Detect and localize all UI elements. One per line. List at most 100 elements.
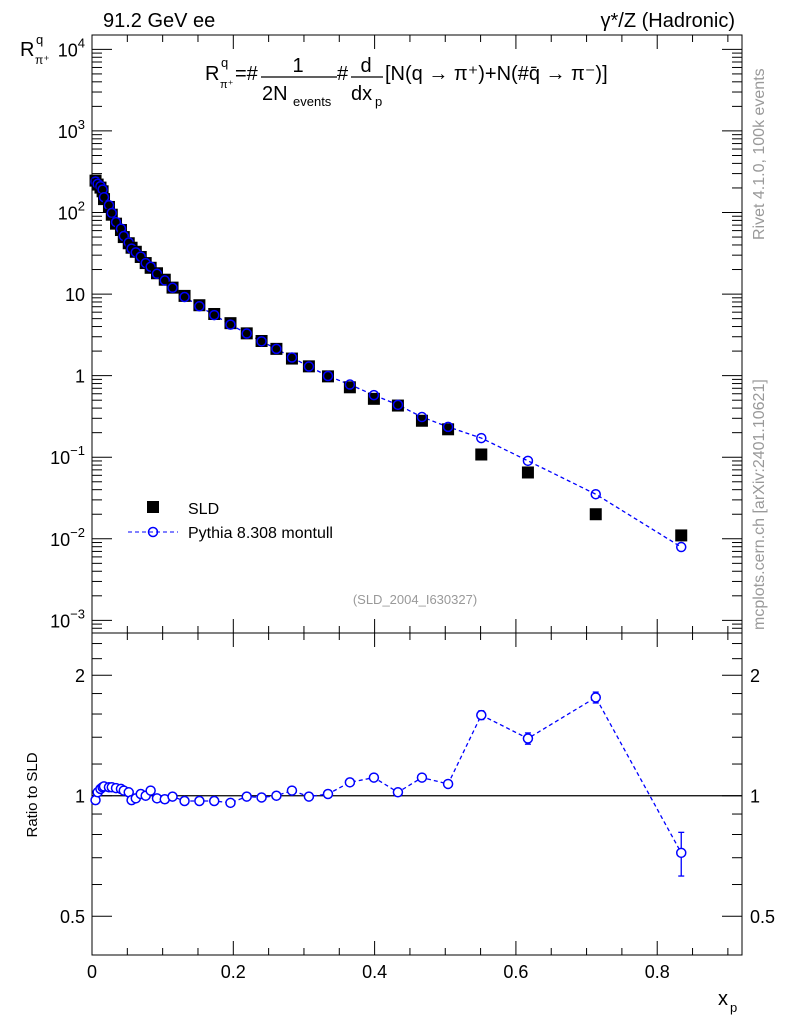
mc-ratio-point — [590, 692, 601, 703]
mc-ratio-point — [179, 795, 190, 807]
ratio-panel-frame — [91, 632, 743, 956]
header-left: 91.2 GeV ee — [103, 10, 215, 32]
y-axis-title-sup: q — [36, 32, 43, 47]
mc-data-point — [208, 309, 220, 321]
mc-ratio-point — [225, 797, 236, 809]
y-tick-exponent: −3 — [70, 606, 85, 621]
formula-eq: =# — [235, 63, 259, 85]
mc-line — [95, 181, 682, 548]
mc-data-point — [442, 421, 454, 433]
mc-ratio-point — [194, 795, 205, 807]
mc-data-point — [256, 336, 267, 347]
mc-ratio-point — [271, 790, 282, 801]
mc-data-point — [271, 343, 282, 355]
sld-data-point — [367, 392, 380, 405]
mc-ratio-point — [303, 791, 315, 802]
rivet-version-text: Rivet 4.1.0, 100k events — [751, 68, 768, 240]
chart-marks — [89, 174, 688, 877]
mc-data-point — [303, 361, 315, 372]
ratio-tick-label-left: 0.5 — [60, 907, 85, 927]
formula-frac2-den-sub: p — [375, 94, 382, 109]
formula-frac1-den-sub: events — [293, 94, 332, 109]
x-tick-label: 0.2 — [221, 962, 246, 982]
mcplots-text: mcplots.cern.ch [arXiv:2401.10621] — [751, 379, 768, 630]
y-tick-label: 104 — [58, 35, 85, 60]
ratio-tick-label-left: 1 — [75, 787, 85, 807]
mc-ratio-point — [167, 791, 178, 802]
ratio-tick-label-right: 1 — [750, 787, 760, 807]
mc-data-point — [179, 291, 190, 303]
header-right: γ*/Z (Hadronic) — [601, 10, 735, 32]
y-tick-label: 10 — [65, 285, 85, 305]
sld-data-point — [475, 448, 488, 461]
sld-data-point — [224, 317, 237, 330]
mc-ratio-point — [344, 777, 356, 788]
y-tick-base: 10 — [58, 122, 78, 142]
legend-marker-mc — [147, 526, 159, 538]
mc-ratio-point — [145, 785, 156, 796]
formula-frac2-den: dx — [351, 83, 372, 105]
mc-ratio-point — [241, 791, 252, 802]
y-tick-label: 10−1 — [50, 443, 85, 468]
ratio-tick-label-left: 2 — [75, 666, 85, 686]
sld-data-point — [675, 529, 688, 542]
y-tick-base: 10 — [50, 530, 70, 550]
x-axis-title: x p — [718, 988, 737, 1015]
mc-data-point — [241, 328, 252, 339]
mc-data-point — [286, 352, 298, 363]
mc-ratio-line — [94, 696, 682, 854]
mc-data-point — [522, 455, 534, 467]
formula-hash: # — [337, 63, 349, 85]
y-tick-label: 1 — [75, 367, 85, 387]
formula-frac1-den: 2N — [262, 83, 288, 105]
legend-label-sld: SLD — [188, 501, 219, 518]
x-axis-title-base: x — [718, 988, 728, 1010]
mc-data-point — [392, 399, 404, 411]
mc-data-point — [322, 370, 334, 382]
y-tick-label: 10−2 — [50, 525, 85, 550]
ratio-tick-label-right: 0.5 — [750, 907, 775, 927]
analysis-tag: (SLD_2004_I630327) — [353, 592, 477, 607]
sld-data-point — [415, 414, 428, 427]
mc-data-point — [225, 319, 236, 330]
mc-data-point — [167, 282, 178, 294]
mc-data-point — [476, 432, 487, 444]
y-axis-title-sub: π⁺ — [35, 53, 50, 67]
sld-data-point — [343, 381, 356, 394]
ratio-tick-label-right: 2 — [750, 666, 760, 686]
y-tick-label: 102 — [58, 199, 85, 224]
mc-data-point — [675, 541, 687, 553]
formula-bracket: [N(q → π⁺)+N(#q̄ → π⁻)] — [385, 63, 608, 85]
mc-data-point — [159, 275, 171, 286]
mc-data-point — [416, 411, 428, 423]
legend: SLD Pythia 8.308 montull — [128, 501, 333, 542]
mc-ratio-point — [322, 788, 334, 800]
y-tick-exponent: 2 — [78, 199, 85, 214]
y-tick-exponent: −1 — [70, 443, 85, 458]
y-axis-title: R q π⁺ — [20, 32, 50, 67]
y-tick-base: 10 — [50, 611, 70, 631]
mc-data-point — [145, 261, 156, 272]
sld-data-point — [589, 508, 602, 521]
formula-frac1-num: 1 — [292, 55, 303, 77]
mc-ratio-point — [675, 847, 687, 859]
y-tick-exponent: 3 — [78, 117, 85, 132]
legend-marker-sld — [147, 501, 159, 513]
y-tick-base: 10 — [50, 448, 70, 468]
formula-lhs: R — [205, 63, 219, 85]
mc-data-point — [344, 379, 356, 390]
y-tick-exponent: −2 — [70, 525, 85, 540]
mc-ratio-point — [416, 772, 428, 783]
mc-ratio-point — [368, 772, 380, 783]
x-tick-label: 0.6 — [503, 962, 528, 982]
mc-ratio-point — [522, 733, 534, 744]
mc-ratio-point — [476, 709, 487, 721]
main-panel-frame — [91, 34, 743, 634]
mc-ratio-point — [442, 778, 454, 790]
y-tick-base: 10 — [58, 40, 78, 60]
y-tick-exponent: 4 — [78, 35, 85, 50]
mc-ratio-point — [286, 785, 298, 796]
mc-ratio-point — [392, 787, 404, 798]
